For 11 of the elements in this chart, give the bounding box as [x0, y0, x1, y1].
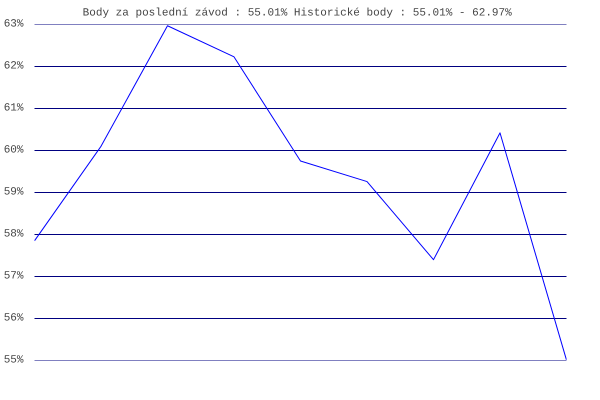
- y-tick-label: 62%: [4, 60, 24, 72]
- y-tick-label: 61%: [4, 102, 24, 114]
- y-tick-label: 63%: [4, 18, 24, 30]
- y-tick-label: 60%: [4, 144, 24, 156]
- y-tick-label: 59%: [4, 186, 24, 198]
- y-tick-label: 57%: [4, 270, 24, 282]
- chart-title: Body za poslední závod : 55.01% Historické body : 55.01% - 62.97%: [82, 8, 512, 20]
- y-tick-label: 55%: [4, 354, 24, 366]
- y-tick-label: 56%: [4, 312, 24, 324]
- line-series: [34, 25, 566, 360]
- y-tick-label: 58%: [4, 228, 24, 240]
